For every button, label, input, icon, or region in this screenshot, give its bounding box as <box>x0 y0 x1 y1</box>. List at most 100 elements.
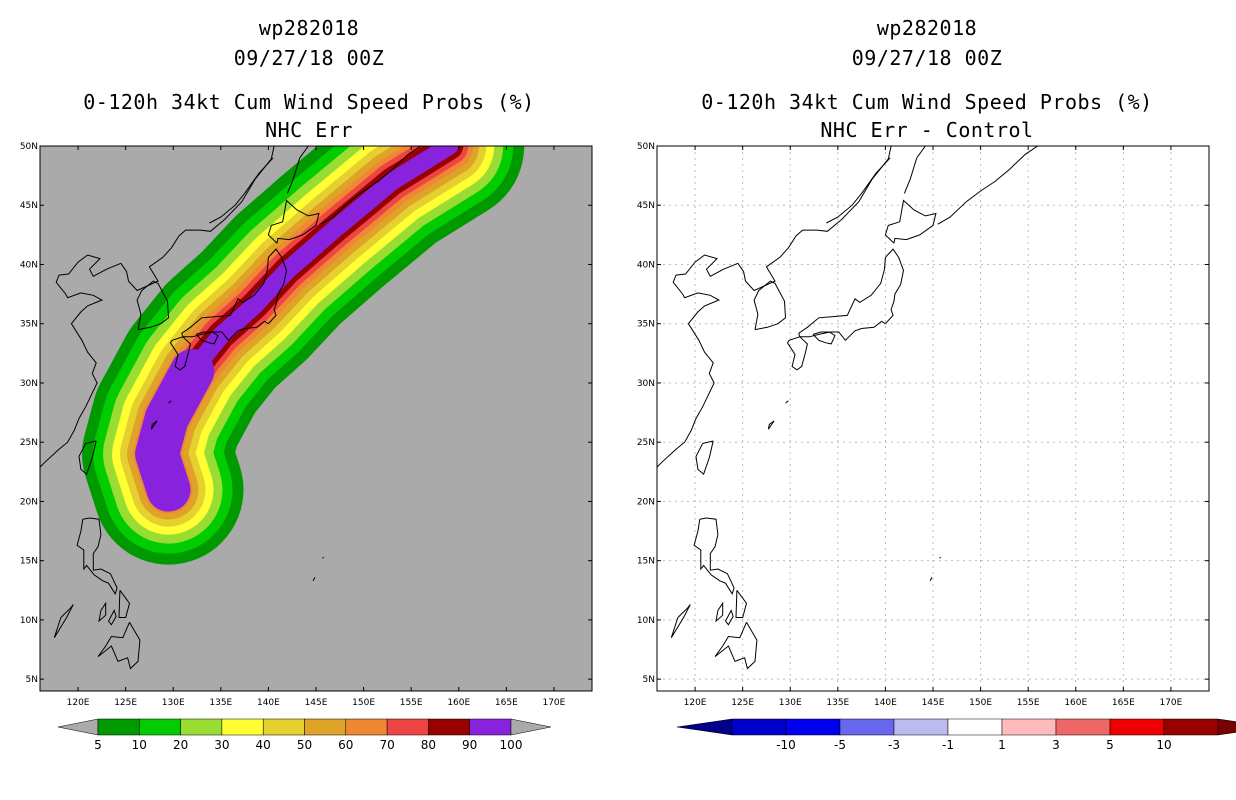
y-tick-label: 10N <box>637 616 655 626</box>
storm-id-title: wp282018 <box>258 16 360 40</box>
coastline <box>785 400 789 404</box>
colorbar-under-arrow <box>676 718 733 736</box>
colorbar-label: 10 <box>132 738 147 752</box>
coastline <box>169 336 191 371</box>
coastline <box>136 280 170 331</box>
product-title: 0-120h 34kt Cum Wind Speed Probs (%) <box>701 90 1153 114</box>
colorbar-box <box>1001 718 1057 736</box>
y-tick-label: 15N <box>637 557 655 567</box>
colorbar-label: -10 <box>776 738 796 752</box>
colorbar-label: 50 <box>297 738 312 752</box>
x-tick-label: 145E <box>305 698 328 708</box>
colorbar-box <box>893 718 949 736</box>
y-tick-label: 35N <box>637 320 655 330</box>
colorbar-label: 1 <box>998 738 1006 752</box>
colorbar-label: 100 <box>500 738 523 752</box>
colorbar-label: -3 <box>888 738 900 752</box>
coastline <box>693 517 735 595</box>
y-tick-label: 25N <box>20 438 38 448</box>
y-tick-label: 50N <box>637 142 655 152</box>
x-tick-label: 150E <box>352 698 375 708</box>
coastline <box>903 146 926 194</box>
x-tick-label: 125E <box>114 698 137 708</box>
colorbar-box <box>1055 718 1111 736</box>
coastline <box>812 331 836 345</box>
colorbar-box <box>947 718 1003 736</box>
x-tick-label: 150E <box>969 698 992 708</box>
colorbar-box <box>1163 718 1219 736</box>
colorbar-label: 80 <box>421 738 436 752</box>
y-tick-label: 45N <box>20 201 38 211</box>
x-tick-label: 125E <box>731 698 754 708</box>
x-tick-label: 170E <box>1159 698 1182 708</box>
coastline <box>320 146 421 225</box>
colorbar-box <box>839 718 895 736</box>
coastline <box>195 331 219 345</box>
coastline <box>937 146 1038 225</box>
storm-id-title: wp282018 <box>876 16 978 40</box>
colorbar-label: -5 <box>834 738 846 752</box>
x-tick-label: 120E <box>67 698 90 708</box>
y-tick-label: 15N <box>20 557 38 567</box>
left-panel: wp282018 09/27/18 00Z 0-120h 34kt Cum Wi… <box>20 16 593 752</box>
x-tick-label: 155E <box>400 698 423 708</box>
y-tick-label: 10N <box>20 616 38 626</box>
colorbar-box <box>1109 718 1165 736</box>
x-tick-label: 130E <box>779 698 802 708</box>
coastline <box>118 590 131 618</box>
x-tick-label: 135E <box>826 698 849 708</box>
x-tick-label: 140E <box>257 698 280 708</box>
x-tick-label: 160E <box>447 698 470 708</box>
coastline <box>939 556 941 559</box>
coastline <box>53 604 74 638</box>
colorbar-over-arrow <box>510 718 552 736</box>
colorbar-label: 30 <box>214 738 229 752</box>
variant-subtitle: NHC Err - Control <box>820 118 1034 142</box>
coastline <box>286 146 309 194</box>
x-tick-label: 160E <box>1064 698 1087 708</box>
y-tick-label: 40N <box>20 260 38 270</box>
coastline <box>78 440 97 476</box>
y-tick-label: 5N <box>643 675 655 685</box>
coastline <box>108 609 117 626</box>
colorbar-label: 3 <box>1052 738 1060 752</box>
coastline <box>657 254 739 468</box>
coastline <box>737 146 892 292</box>
coastline <box>97 622 141 670</box>
datetime-title: 09/27/18 00Z <box>851 46 1003 70</box>
colorbar-label: -1 <box>942 738 954 752</box>
coastline <box>98 601 107 623</box>
map-plot-area <box>657 146 1209 691</box>
coastline <box>715 601 724 623</box>
y-tick-label: 30N <box>637 379 655 389</box>
right-map-chart: 120E 125E 130E 135E 140E 145E 150E 155E 160E 165E… <box>637 142 1236 752</box>
y-tick-label: 35N <box>20 320 38 330</box>
y-tick-label: 25N <box>637 438 655 448</box>
x-tick-label: 120E <box>684 698 707 708</box>
coastline <box>695 440 714 476</box>
x-tick-label: 145E <box>922 698 945 708</box>
colorbar-label: 40 <box>256 738 271 752</box>
coastline <box>670 604 691 638</box>
coastline <box>767 420 775 430</box>
x-tick-label: 170E <box>542 698 565 708</box>
y-tick-label: 30N <box>20 379 38 389</box>
y-tick-label: 45N <box>637 201 655 211</box>
colorbar-label: 90 <box>462 738 477 752</box>
coastline <box>725 609 734 626</box>
y-tick-label: 40N <box>637 260 655 270</box>
coastline <box>884 199 937 244</box>
y-tick-label: 5N <box>26 675 38 685</box>
datetime-title: 09/27/18 00Z <box>233 46 385 70</box>
coastline <box>120 146 275 292</box>
colorbar-box <box>785 718 841 736</box>
coastline <box>322 556 324 559</box>
coastline <box>40 254 122 468</box>
y-tick-label: 20N <box>20 497 38 507</box>
colorbar-label: 5 <box>94 738 102 752</box>
coastline <box>76 517 118 595</box>
left-map-chart: 120E 125E 130E 135E 140E 145E 150E 155E 160E 165E… <box>20 142 593 752</box>
colorbar-label: 20 <box>173 738 188 752</box>
coastline <box>929 577 933 582</box>
x-tick-label: 130E <box>162 698 185 708</box>
